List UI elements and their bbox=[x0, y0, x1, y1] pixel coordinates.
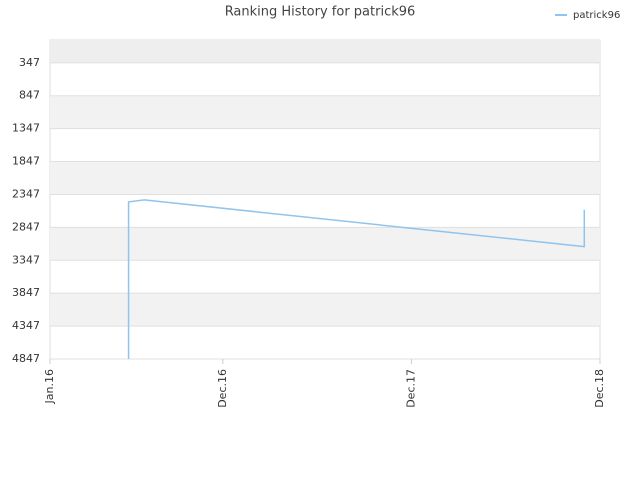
band bbox=[50, 293, 600, 327]
band bbox=[50, 40, 600, 63]
band bbox=[50, 227, 600, 261]
y-tick-label: 3347 bbox=[12, 253, 40, 266]
band bbox=[50, 95, 600, 129]
y-tick-label: 4847 bbox=[12, 352, 40, 365]
y-tick-label: 347 bbox=[19, 56, 40, 69]
y-tick-label: 4347 bbox=[12, 319, 40, 332]
y-tick-label: 3847 bbox=[12, 286, 40, 299]
chart-title: Ranking History for patrick96 bbox=[225, 5, 416, 20]
y-tick-label: 2847 bbox=[12, 220, 40, 233]
legend-label: patrick96 bbox=[573, 10, 620, 21]
x-tick-label: Dec.16 bbox=[216, 369, 229, 408]
y-tick-label: 847 bbox=[19, 89, 40, 102]
band bbox=[50, 161, 600, 195]
y-tick-label: 1847 bbox=[12, 155, 40, 168]
y-tick-label: 1347 bbox=[12, 122, 40, 135]
x-tick-label: Dec.18 bbox=[593, 369, 606, 408]
series-line bbox=[127, 199, 586, 359]
x-tick-label: Jan.16 bbox=[43, 369, 56, 404]
x-tick-label: Dec.17 bbox=[404, 369, 417, 408]
y-tick-label: 2347 bbox=[12, 187, 40, 200]
